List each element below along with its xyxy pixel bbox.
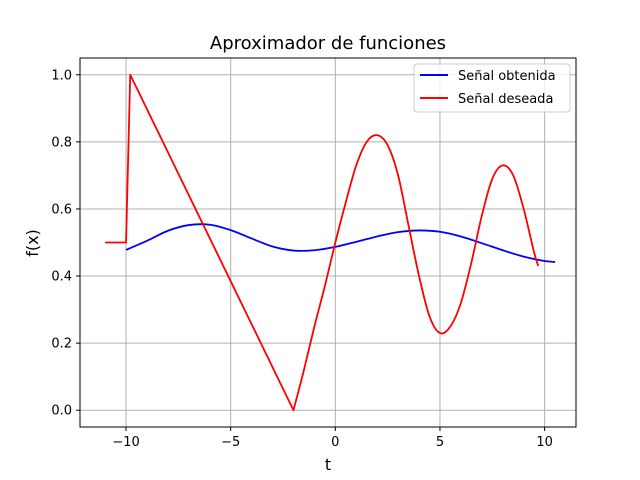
series-line-senal-obtenida (125, 223, 556, 263)
plot-frame (79, 57, 577, 428)
legend: Señal obtenida Señal deseada (413, 63, 571, 113)
chart-title: Aproximador de funciones (210, 33, 446, 54)
y-tick-label: 1.0 (51, 68, 72, 83)
y-tick-label: 0.6 (51, 202, 72, 217)
legend-label-senal-obtenida: Señal obtenida (458, 69, 556, 84)
legend-label-senal-deseada: Señal deseada (458, 92, 553, 107)
series-layer (105, 73, 556, 412)
y-tick-label: 0.0 (51, 404, 72, 419)
y-tick-label: 0.2 (51, 337, 72, 352)
x-tick-label: 10 (536, 435, 553, 450)
x-axis-label: t (325, 455, 331, 474)
y-tick-label: 0.4 (51, 270, 72, 285)
x-tick-label: −5 (221, 435, 240, 450)
x-tick-label: 5 (436, 435, 444, 450)
x-tick-label: −10 (112, 435, 139, 450)
legend-box (413, 63, 571, 113)
ticks: −10 −5 0 5 10 0.0 0.2 0.4 0.6 0.8 1.0 (51, 68, 553, 450)
y-tick-label: 0.8 (51, 135, 72, 150)
series-line-senal-deseada (105, 73, 540, 412)
y-axis-label: f(x) (23, 229, 42, 257)
x-tick-label: 0 (331, 435, 339, 450)
